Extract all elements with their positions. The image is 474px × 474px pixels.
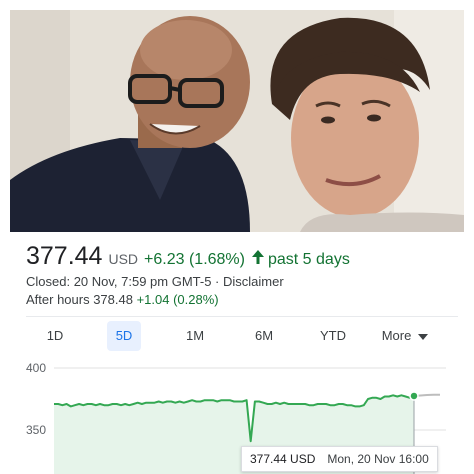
y-tick-label: 350: [26, 423, 47, 437]
photo-two-people: [10, 10, 464, 232]
tab-1d[interactable]: 1D: [46, 328, 64, 343]
price-change: +6.23 (1.68%): [144, 251, 245, 268]
change-period: past 5 days: [267, 251, 350, 268]
closed-status: Closed: 20 Nov, 7:59 pm GMT-5 · Disclaim…: [26, 274, 284, 289]
range-tabs: 1D 5D 1M 6M YTD More: [26, 321, 446, 351]
tab-more[interactable]: More: [375, 321, 435, 351]
currency-label: USD: [108, 251, 139, 267]
arrow-up-icon: [251, 250, 264, 269]
tab-5d[interactable]: 5D: [107, 321, 141, 351]
chart-tooltip: 377.44 USD Mon, 20 Nov 16:00: [241, 446, 438, 472]
after-hours-label: After hours 378.48: [26, 292, 133, 307]
divider: [26, 316, 458, 317]
caret-down-icon: [418, 333, 429, 340]
stock-price: 377.44: [26, 242, 103, 270]
tab-ytd[interactable]: YTD: [320, 328, 346, 343]
tab-6m[interactable]: 6M: [254, 328, 274, 343]
after-hours: After hours 378.48 +1.04 (0.28%): [26, 292, 219, 307]
tooltip-time: Mon, 20 Nov 16:00: [327, 452, 429, 466]
photo: [10, 10, 464, 232]
tooltip-value: 377.44 USD: [250, 452, 316, 466]
current-point: [409, 391, 419, 401]
tab-more-label: More: [381, 328, 412, 343]
after-hours-change: +1.04 (0.28%): [136, 292, 219, 307]
tab-1m[interactable]: 1M: [185, 328, 205, 343]
series-line: [53, 394, 415, 443]
y-tick-label: 400: [26, 361, 47, 375]
quote-header: 377.44 USD +6.23 (1.68%) past 5 days: [26, 242, 350, 272]
